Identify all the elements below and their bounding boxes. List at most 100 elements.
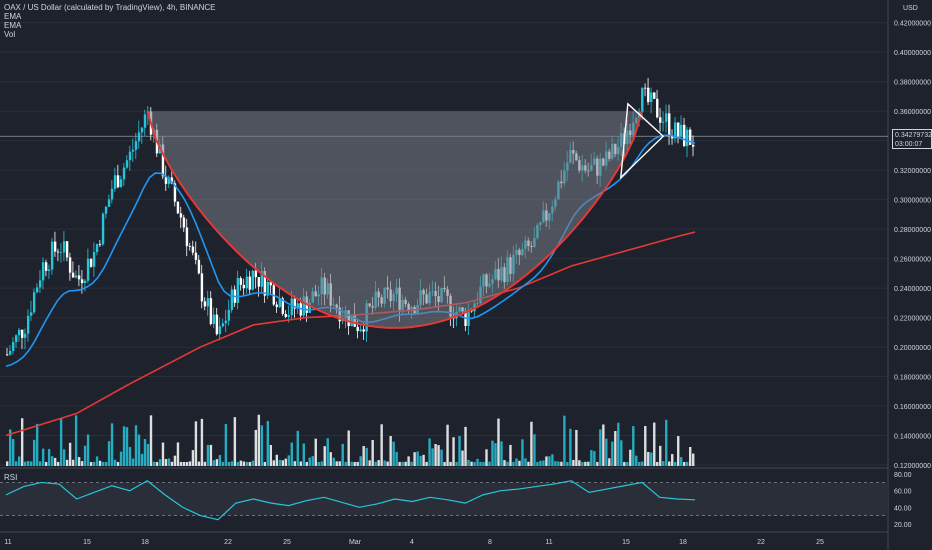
price-tick-label: 0.28000000 <box>894 227 931 234</box>
volume-bar <box>338 461 341 466</box>
volume-bar <box>659 445 662 466</box>
volume-bar <box>572 459 575 466</box>
candle-body <box>29 312 33 316</box>
cup-pattern-fill <box>147 111 643 328</box>
time-tick-label: 15 <box>83 539 91 546</box>
volume-bar <box>203 461 207 466</box>
volume-bar <box>605 438 608 466</box>
candle-body <box>68 257 72 273</box>
candle-body <box>263 271 267 296</box>
volume-bar <box>638 461 641 466</box>
volume-bar <box>491 440 494 466</box>
candle-body <box>47 269 51 271</box>
candle-body <box>98 244 102 245</box>
volume-bar <box>500 441 503 466</box>
volume-bar <box>164 459 168 466</box>
volume-bar <box>449 461 452 466</box>
volume-bar <box>350 461 353 466</box>
candle-body <box>203 301 207 307</box>
volume-bar <box>158 459 162 466</box>
volume-bar <box>41 448 45 466</box>
rsi-tick-label: 40.00 <box>894 505 912 512</box>
candle-body <box>686 129 689 147</box>
volume-bar <box>410 461 413 466</box>
volume-bar <box>461 450 464 466</box>
volume-bar <box>176 442 180 466</box>
candle-body <box>128 151 132 161</box>
volume-bar <box>401 461 404 466</box>
volume-bar <box>626 461 629 466</box>
candle-body <box>236 278 240 303</box>
volume-bar <box>482 461 485 466</box>
volume-bar <box>488 461 491 466</box>
candle-body <box>245 276 249 289</box>
volume-bar <box>599 429 602 466</box>
volume-bar <box>200 418 204 466</box>
volume-bar <box>440 449 443 466</box>
volume-bar <box>260 425 264 466</box>
volume-bar <box>236 461 240 466</box>
volume-bar <box>434 444 437 466</box>
volume-bar <box>17 456 21 466</box>
candle-body <box>218 326 222 335</box>
volume-bar <box>320 461 323 466</box>
candle-body <box>230 289 234 310</box>
candle-body <box>674 122 677 139</box>
candle-body <box>137 132 141 142</box>
candle-body <box>17 329 21 336</box>
volume-bar <box>104 461 108 466</box>
candle-body <box>650 92 653 103</box>
volume-bar <box>623 461 626 466</box>
volume-bar <box>389 436 392 466</box>
candle-body <box>185 227 189 247</box>
legend-ema-slow[interactable]: EMA <box>4 21 22 30</box>
candle-body <box>641 87 644 113</box>
candle-body <box>179 213 183 218</box>
volume-bar <box>86 434 90 466</box>
price-tick-label: 0.26000000 <box>894 257 931 264</box>
volume-bar <box>308 457 311 466</box>
volume-bar <box>344 461 347 466</box>
volume-bar <box>443 461 446 466</box>
candle-body <box>20 329 24 338</box>
candle-body <box>221 323 225 327</box>
volume-bar <box>476 458 479 466</box>
legend-volume[interactable]: Vol <box>4 30 16 39</box>
candle-body <box>197 259 201 274</box>
volume-bar <box>431 448 434 466</box>
volume-bar <box>665 419 668 466</box>
cup-pattern-curve <box>146 110 643 329</box>
volume-bar <box>473 462 476 466</box>
volume-bar <box>458 435 461 466</box>
candle-body <box>227 309 231 321</box>
volume-bar <box>635 455 638 466</box>
volume-bar <box>404 461 407 466</box>
price-tick-label: 0.40000000 <box>894 50 931 57</box>
volume-bar <box>89 461 93 466</box>
volume-bar <box>146 443 150 466</box>
candle-body <box>131 149 135 152</box>
rsi-label[interactable]: RSI <box>4 473 18 482</box>
volume-bar <box>323 446 326 466</box>
legend-ema-fast[interactable]: EMA <box>4 12 22 21</box>
candle-body <box>140 127 144 133</box>
volume-bar <box>266 420 270 466</box>
candle-body <box>287 315 290 317</box>
volume-bar <box>590 450 593 466</box>
volume-bar <box>242 461 246 466</box>
volume-bar <box>254 429 258 466</box>
volume-bar <box>35 423 39 466</box>
volume-bar <box>71 459 75 466</box>
volume-bar <box>656 461 659 466</box>
volume-bar <box>386 461 389 466</box>
volume-bar <box>287 455 290 466</box>
volume-bar <box>644 426 647 466</box>
candle-body <box>644 87 647 89</box>
volume-bar <box>230 461 234 466</box>
volume-bar <box>548 456 551 466</box>
volume-bar <box>296 430 299 466</box>
volume-bar <box>8 429 12 466</box>
candle-body <box>209 298 213 324</box>
volume-bar <box>152 461 156 466</box>
candle-body <box>251 270 255 290</box>
